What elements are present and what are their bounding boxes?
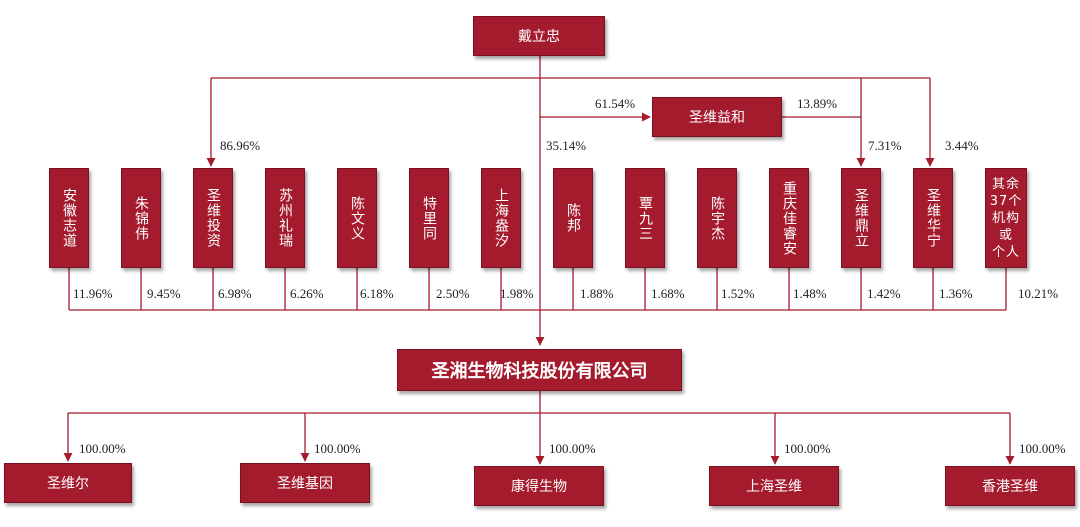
subsidiary-pct: 100.00% [549, 441, 596, 456]
subsidiary-pct: 100.00% [1019, 441, 1066, 456]
shareholder-name: 其余 37个 机构或 个人 [989, 176, 1023, 260]
shareholder-pct: 11.96% [73, 286, 113, 301]
platform-box: 圣维益和 [652, 97, 782, 137]
label-dai-to-yihe: 61.54% [595, 96, 636, 111]
shareholder-box-5: 陈文义 [337, 168, 377, 268]
shareholder-box-14: 其余 37个 机构或 个人 [985, 168, 1027, 268]
shareholder-box-1: 安徽志道 [49, 168, 89, 268]
shareholder-name: 苏州礼瑞 [277, 188, 293, 248]
shareholder-pct: 1.42% [867, 286, 901, 301]
subsidiary-pct: 100.00% [314, 441, 361, 456]
shareholder-name: 重庆佳睿安 [781, 180, 797, 256]
platform-name: 圣维益和 [689, 110, 745, 126]
label-dai-to-huaning: 3.44% [945, 138, 979, 153]
shareholder-box-11: 重庆佳睿安 [769, 168, 809, 268]
subsidiary-box-2: 圣维基因 [240, 463, 370, 503]
shareholder-name: 陈宇杰 [709, 195, 725, 241]
shareholder-box-12: 圣维鼎立 [841, 168, 881, 268]
subsidiary-pct: 100.00% [784, 441, 831, 456]
subsidiary-name: 圣维尔 [47, 476, 89, 492]
shareholder-box-3: 圣维投资 [193, 168, 233, 268]
shareholder-box-7: 上海盎汐 [481, 168, 521, 268]
label-dai-to-touzi: 86.96% [220, 138, 261, 153]
shareholder-name: 圣维鼎立 [853, 188, 869, 248]
subsidiary-box-4: 上海圣维 [709, 466, 839, 506]
shareholder-name: 特里同 [421, 195, 437, 241]
subsidiary-box-3: 康得生物 [474, 466, 604, 506]
shareholder-pct: 6.18% [360, 286, 394, 301]
subsidiary-box-5: 香港圣维 [945, 466, 1075, 506]
shareholder-box-10: 陈宇杰 [697, 168, 737, 268]
shareholder-name: 安徽志道 [61, 188, 77, 248]
shareholder-box-9: 覃九三 [625, 168, 665, 268]
shareholder-box-2: 朱锦伟 [121, 168, 161, 268]
subsidiary-name: 康得生物 [511, 479, 567, 495]
shareholder-name: 陈文义 [349, 195, 365, 241]
shareholder-pct: 6.98% [218, 286, 252, 301]
subsidiary-pct: 100.00% [79, 441, 126, 456]
subsidiary-name: 上海圣维 [746, 479, 802, 495]
shareholder-pct: 1.98% [500, 286, 534, 301]
subsidiary-name: 圣维基因 [277, 476, 333, 492]
shareholder-box-8: 陈邦 [553, 168, 593, 268]
top-shareholder-box: 戴立忠 [473, 16, 605, 56]
shareholder-pct: 1.88% [580, 286, 614, 301]
shareholder-name: 覃九三 [637, 195, 653, 241]
shareholder-pct: 1.52% [721, 286, 755, 301]
shareholder-pct: 2.50% [436, 286, 470, 301]
top-shareholder-name: 戴立忠 [518, 29, 560, 45]
shareholder-pct: 9.45% [147, 286, 181, 301]
shareholder-pct: 10.21% [1018, 286, 1059, 301]
company-box: 圣湘生物科技股份有限公司 [397, 349, 682, 391]
shareholder-box-6: 特里同 [409, 168, 449, 268]
label-dai-to-dingli: 7.31% [868, 138, 902, 153]
shareholder-box-13: 圣维华宁 [913, 168, 953, 268]
label-dai-to-company: 35.14% [546, 138, 587, 153]
company-name: 圣湘生物科技股份有限公司 [431, 361, 648, 382]
subsidiary-name: 香港圣维 [982, 479, 1038, 495]
shareholder-name: 陈邦 [565, 203, 581, 233]
shareholder-box-4: 苏州礼瑞 [265, 168, 305, 268]
label-yihe-to-dingli: 13.89% [797, 96, 838, 111]
shareholder-name: 上海盎汐 [493, 188, 509, 248]
shareholder-pct: 1.68% [651, 286, 685, 301]
shareholder-pct: 1.36% [939, 286, 973, 301]
shareholder-name: 圣维投资 [205, 188, 221, 248]
shareholder-name: 朱锦伟 [133, 195, 149, 241]
shareholder-name: 圣维华宁 [925, 188, 941, 248]
subsidiary-box-1: 圣维尔 [4, 463, 132, 503]
shareholder-pct: 6.26% [290, 286, 324, 301]
shareholder-pct: 1.48% [793, 286, 827, 301]
